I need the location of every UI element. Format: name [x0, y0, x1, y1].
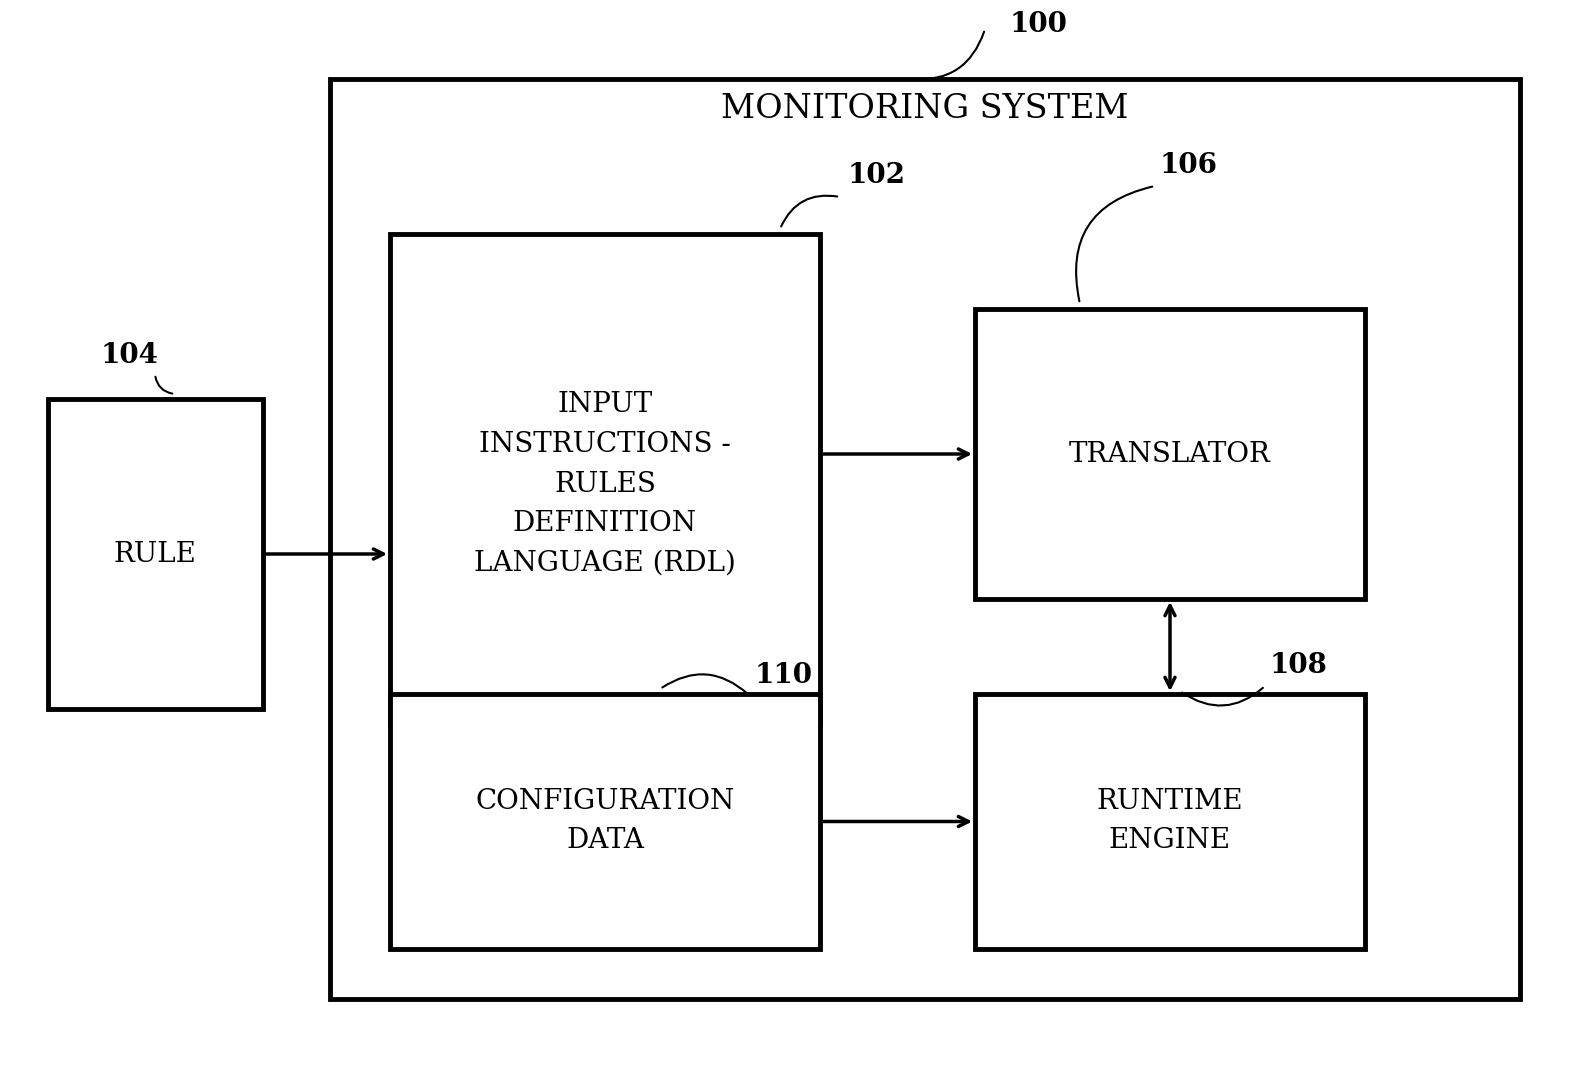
Text: MONITORING SYSTEM: MONITORING SYSTEM	[721, 93, 1130, 125]
Bar	[390, 694, 820, 950]
Text: INPUT
INSTRUCTIONS -
RULES
DEFINITION
LANGUAGE (RDL): INPUT INSTRUCTIONS - RULES DEFINITION LA…	[474, 392, 735, 576]
Text: 102: 102	[848, 162, 906, 189]
Text: CONFIGURATION
DATA: CONFIGURATION DATA	[476, 788, 735, 855]
Bar	[976, 694, 1365, 950]
Text: 104: 104	[101, 342, 159, 369]
Text: 108: 108	[1269, 652, 1327, 679]
Text: RULE: RULE	[113, 541, 196, 568]
Bar	[976, 309, 1365, 599]
Text: 106: 106	[1159, 152, 1218, 179]
Text: RUNTIME
ENGINE: RUNTIME ENGINE	[1097, 788, 1243, 855]
Text: 110: 110	[756, 663, 814, 689]
Bar	[330, 79, 1521, 999]
Text: 100: 100	[1010, 11, 1068, 38]
Text: TRANSLATOR: TRANSLATOR	[1068, 440, 1271, 467]
Bar	[49, 399, 262, 709]
Bar	[390, 234, 820, 724]
